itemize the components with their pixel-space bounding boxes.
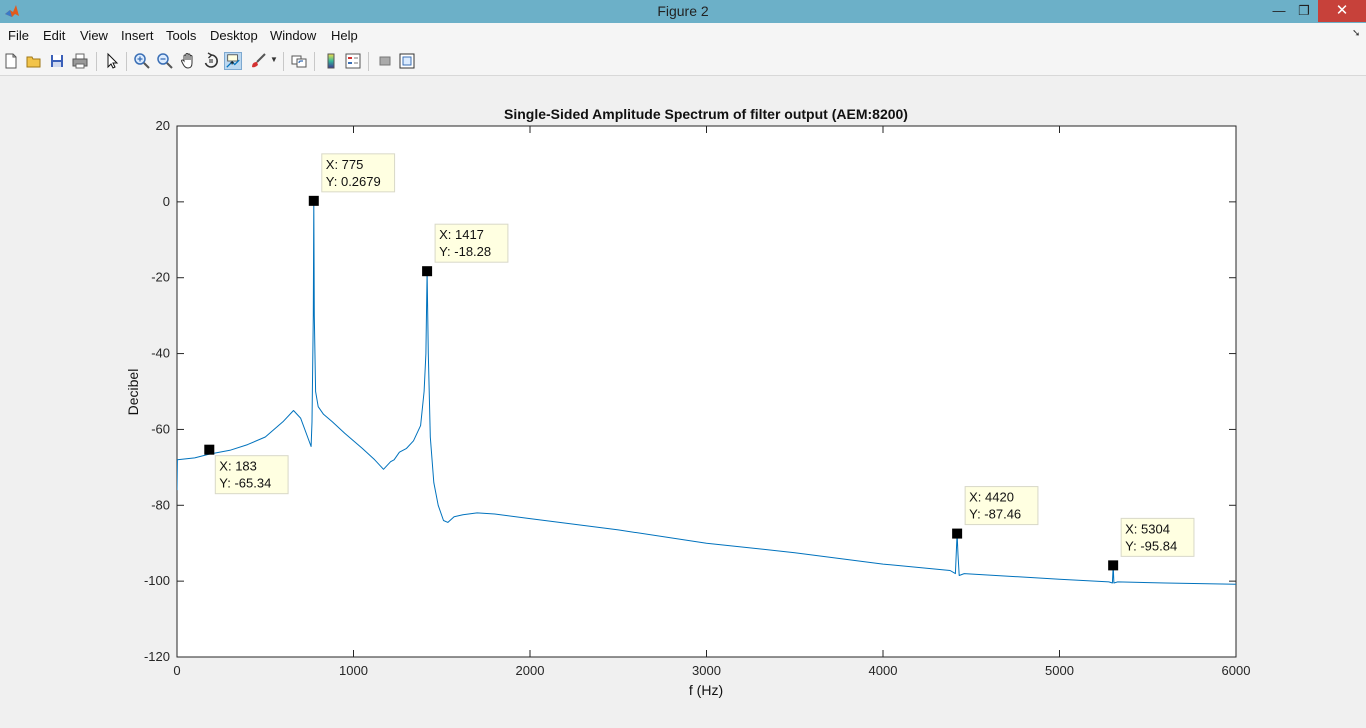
datatip[interactable]: X: 5304 Y: -95.84 — [1108, 517, 1195, 571]
zoom-in-icon[interactable] — [133, 52, 151, 70]
y-tick-label: -40 — [151, 346, 170, 361]
datatip-y-label: Y: -95.84 — [1125, 538, 1177, 553]
menu-view[interactable]: View — [80, 28, 108, 43]
y-tick-label: -100 — [144, 573, 170, 588]
menu-desktop[interactable]: Desktop — [210, 28, 258, 43]
brush-icon[interactable] — [249, 52, 267, 70]
axes-area[interactable] — [176, 125, 1237, 658]
datatip-marker[interactable] — [422, 266, 433, 277]
y-tick-label: 0 — [163, 194, 170, 209]
datatip-x-label: X: 1417 — [439, 227, 484, 242]
minimize-button[interactable]: — — [1272, 3, 1286, 18]
toolbar-separator — [126, 52, 127, 71]
datatip-box — [214, 455, 289, 495]
datatip-y-label: Y: -65.34 — [219, 476, 271, 491]
datatip-x-label: X: 5304 — [1125, 521, 1170, 536]
restore-button[interactable]: ❐ — [1298, 3, 1310, 18]
toolbar-separator — [96, 52, 97, 71]
x-tick-label: 2000 — [516, 663, 545, 678]
rotate-3d-icon[interactable] — [202, 52, 220, 70]
menu-tools[interactable]: Tools — [166, 28, 197, 43]
hide-plot-tools-icon[interactable] — [376, 52, 394, 70]
datatip-box — [964, 486, 1039, 526]
data-cursor-icon[interactable] — [224, 52, 242, 70]
x-tick-label: 5000 — [1045, 663, 1074, 678]
x-tick-label: 4000 — [869, 663, 898, 678]
new-figure-icon[interactable] — [2, 52, 20, 70]
datatip[interactable]: X: 775 Y: 0.2679 — [308, 153, 396, 206]
datatip-y-label: Y: -18.28 — [439, 244, 491, 259]
datatip-marker[interactable] — [952, 528, 963, 539]
pan-icon[interactable] — [179, 52, 197, 70]
datatip-x-label: X: 775 — [326, 157, 364, 172]
x-axis-label: f (Hz) — [689, 682, 723, 698]
y-tick-label: -80 — [151, 497, 170, 512]
datatip[interactable]: X: 1417 Y: -18.28 — [422, 223, 509, 277]
figure-canvas: Single-Sided Amplitude Spectrum of filte… — [125, 106, 1250, 698]
window-titlebar: Figure 2 — ❐ ✕ — [0, 0, 1366, 23]
toolbar-separator — [314, 52, 315, 71]
toolbar-separator — [283, 52, 284, 71]
print-icon[interactable] — [71, 52, 89, 70]
toolbar-separator — [368, 52, 369, 71]
datatips: X: 183 Y: -65.34 X: 775 Y: 0.2679 X: 1417 Y: … — [204, 153, 1195, 571]
insert-colorbar-icon[interactable] — [322, 52, 340, 70]
datatip-box — [434, 223, 509, 263]
matlab-logo-icon — [5, 5, 19, 17]
datatip[interactable]: X: 183 Y: -65.34 — [204, 444, 289, 495]
chart-title: Single-Sided Amplitude Spectrum of filte… — [504, 106, 908, 122]
datatip-y-label: Y: 0.2679 — [326, 174, 381, 189]
datatip-box — [321, 153, 396, 193]
zoom-out-icon[interactable] — [156, 52, 174, 70]
datatip-y-label: Y: -87.46 — [969, 507, 1021, 522]
y-tick-label: -60 — [151, 421, 170, 436]
save-icon[interactable] — [48, 52, 66, 70]
spectrum-line[interactable] — [177, 200, 1236, 585]
insert-legend-icon[interactable] — [344, 52, 362, 70]
datatip-box — [1120, 517, 1195, 557]
figure-toolbar: ▼ — [0, 48, 1366, 76]
menu-help[interactable]: Help — [331, 28, 358, 43]
datatip[interactable]: X: 4420 Y: -87.46 — [952, 486, 1039, 539]
datatip-marker[interactable] — [308, 195, 319, 206]
y-tick-label: -120 — [144, 649, 170, 664]
brush-dropdown-arrow-icon[interactable]: ▼ — [270, 55, 278, 64]
menubar: File Edit View Insert Tools Desktop Wind… — [0, 23, 1366, 48]
close-button[interactable]: ✕ — [1318, 0, 1366, 22]
y-tick-label: -20 — [151, 270, 170, 285]
axis-ticks: 0 1000 2000 3000 4000 5000 6000 -120 -100 -80 -60 -… — [144, 118, 1250, 678]
datatip-x-label: X: 183 — [219, 459, 257, 474]
y-axis-label: Decibel — [125, 369, 141, 416]
datatip-marker[interactable] — [1108, 560, 1119, 571]
x-tick-label: 0 — [173, 663, 180, 678]
x-tick-label: 6000 — [1222, 663, 1251, 678]
y-tick-label: 20 — [156, 118, 170, 133]
menu-insert[interactable]: Insert — [121, 28, 154, 43]
dock-figure-icon[interactable]: ➘ — [1352, 28, 1361, 39]
datatip-marker[interactable] — [204, 444, 215, 455]
link-plot-icon[interactable] — [290, 52, 308, 70]
window-title: Figure 2 — [657, 3, 709, 19]
x-tick-label: 1000 — [339, 663, 368, 678]
menu-window[interactable]: Window — [270, 28, 317, 43]
menu-edit[interactable]: Edit — [43, 28, 66, 43]
show-plot-tools-icon[interactable] — [398, 52, 416, 70]
datatip-x-label: X: 4420 — [969, 490, 1014, 505]
open-file-icon[interactable] — [25, 52, 43, 70]
edit-plot-icon[interactable] — [103, 52, 121, 70]
x-tick-label: 3000 — [692, 663, 721, 678]
menu-file[interactable]: File — [8, 28, 29, 43]
